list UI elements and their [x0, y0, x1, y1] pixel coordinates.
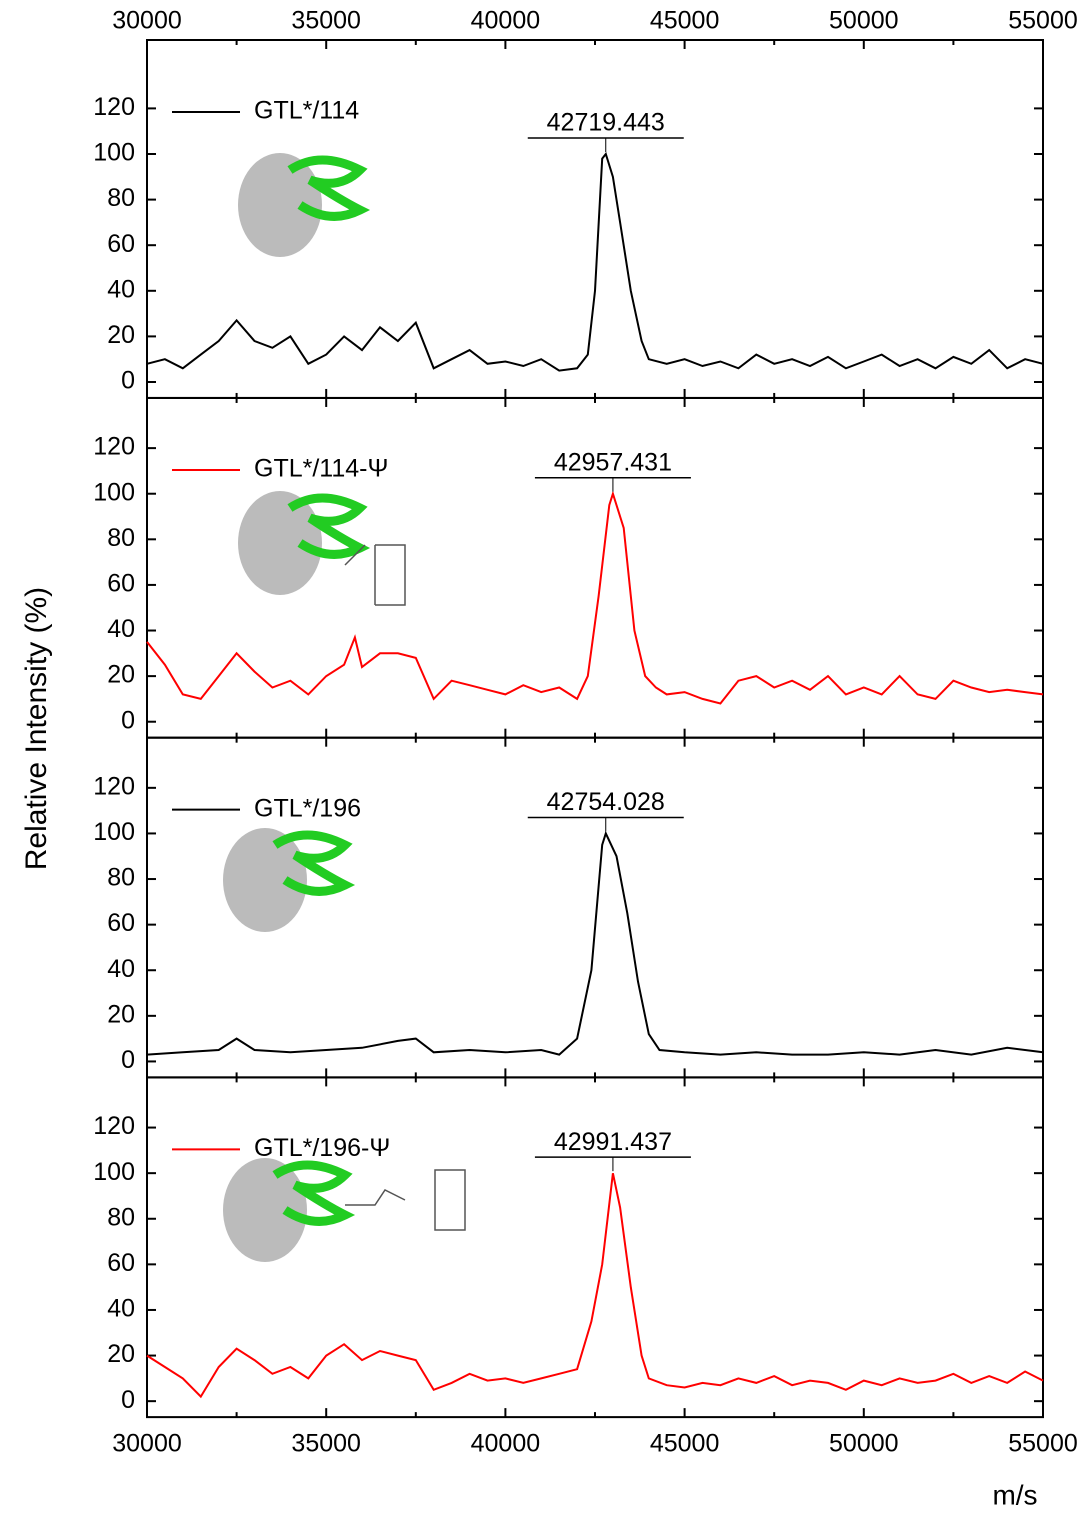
peak-label: 42957.431 [554, 448, 672, 476]
x-tick-label: 55000 [1008, 1430, 1078, 1458]
y-tick-label: 40 [107, 1295, 135, 1323]
y-tick-label: 80 [107, 524, 135, 552]
legend-label: GTL*/196 [254, 794, 361, 822]
y-tick-label: 40 [107, 955, 135, 983]
protein-icon [223, 153, 466, 1262]
series-line [146, 151, 1044, 372]
y-tick-label: 20 [107, 661, 135, 689]
y-tick-label: 120 [93, 772, 135, 800]
legend-label: GTL*/196-Ψ [254, 1134, 390, 1162]
x-tick-label: 50000 [829, 1430, 899, 1458]
y-tick-label: 100 [93, 478, 135, 506]
series-line [146, 490, 1044, 705]
y-tick-label: 20 [107, 1340, 135, 1368]
y-tick-label: 80 [107, 864, 135, 892]
y-tick-label: 60 [107, 909, 135, 937]
y-tick-label: 20 [107, 321, 135, 349]
x-tick-label: 35000 [291, 1430, 361, 1458]
y-tick-label: 0 [121, 706, 135, 734]
x-tick-label-top: 50000 [829, 7, 899, 35]
y-tick-label: 100 [93, 1158, 135, 1186]
y-tick-label: 0 [121, 1386, 135, 1414]
y-tick-label: 100 [93, 818, 135, 846]
x-tick-label-top: 40000 [471, 7, 541, 35]
y-tick-label: 120 [93, 433, 135, 461]
y-tick-label: 80 [107, 1203, 135, 1231]
peak-label: 42991.437 [554, 1128, 672, 1156]
x-tick-label: 30000 [112, 1430, 182, 1458]
y-tick-label: 20 [107, 1000, 135, 1028]
y-tick-label: 60 [107, 570, 135, 598]
y-tick-label: 120 [93, 1112, 135, 1140]
series-line [146, 830, 1044, 1056]
y-tick-label: 80 [107, 184, 135, 212]
series-line [146, 1172, 1044, 1399]
x-axis-title: m/s [992, 1480, 1037, 1511]
y-tick-label: 60 [107, 230, 135, 258]
y-tick-label: 120 [93, 93, 135, 121]
x-tick-label: 45000 [650, 1430, 720, 1458]
legend-label: GTL*/114-Ψ [254, 455, 388, 483]
x-tick-label-top: 35000 [291, 7, 361, 35]
y-axis-title: Relative Intensity (%) [20, 587, 53, 870]
y-tick-label: 0 [121, 367, 135, 395]
peak-label: 42719.443 [547, 109, 665, 137]
x-tick-label-top: 30000 [112, 7, 182, 35]
peak-label: 42754.028 [547, 788, 665, 816]
y-tick-label: 100 [93, 139, 135, 167]
x-tick-label-top: 55000 [1008, 7, 1078, 35]
y-tick-label: 40 [107, 275, 135, 303]
y-tick-label: 0 [121, 1046, 135, 1074]
x-tick-label-top: 45000 [650, 7, 720, 35]
y-tick-label: 40 [107, 615, 135, 643]
legend-label: GTL*/114 [254, 97, 359, 125]
x-tick-label: 40000 [471, 1430, 541, 1458]
y-tick-label: 60 [107, 1249, 135, 1277]
